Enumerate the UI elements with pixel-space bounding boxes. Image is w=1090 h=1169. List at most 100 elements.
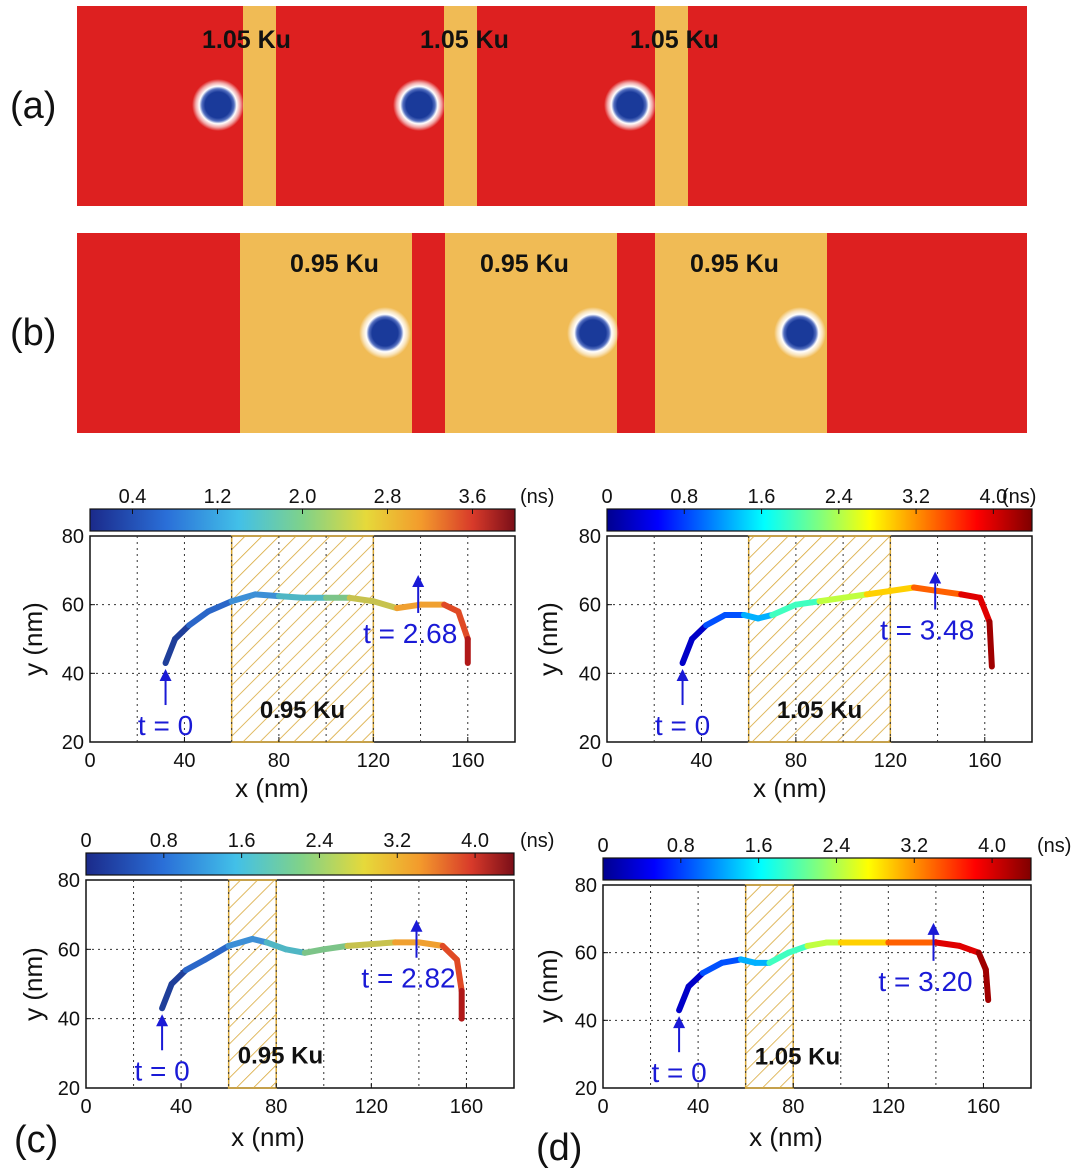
colorbar-tick-label: 1.6 (228, 830, 256, 852)
x-tick-label: 120 (357, 750, 390, 772)
y-axis-title: y (nm) (533, 602, 563, 676)
y-tick-label: 20 (575, 1078, 597, 1100)
trajectory-plot-top-right: 0 0.8 1.6 2.4 3.2 4.0(ns)0 40 80 120 16020406080x… (533, 486, 1036, 803)
arrow-end-head (927, 922, 940, 935)
colorbar-tick-label: 3.2 (902, 486, 930, 508)
annotation-start: t = 0 (655, 710, 710, 741)
y-tick-label: 20 (62, 732, 84, 754)
strip-a-skyrmion-2 (393, 79, 445, 131)
x-axis-title: x (nm) (753, 773, 827, 803)
annotation-end: t = 3.48 (880, 615, 974, 646)
trajectory-segment (685, 969, 706, 990)
x-tick-label: 120 (874, 750, 907, 772)
strip-b-label-2: 0.95 Ku (480, 250, 569, 278)
y-tick-label: 60 (575, 943, 597, 965)
region-label: 0.95 Ku (238, 1043, 323, 1070)
anisotropy-region (744, 884, 794, 1089)
trajectory-segment (455, 608, 471, 642)
trajectory-segment (162, 636, 178, 667)
x-tick-label: 0 (601, 750, 612, 772)
trajectory-segment (699, 959, 725, 976)
y-tick-label: 60 (62, 595, 84, 617)
colorbar-tick-label: 2.4 (306, 830, 334, 852)
strip-b-skyrmion-1 (359, 307, 411, 359)
annotation-end: t = 3.20 (878, 966, 972, 997)
trajectory-segment (689, 622, 710, 642)
anisotropy-region (747, 535, 892, 743)
y-tick-label: 80 (575, 875, 597, 897)
trajectory-plot-panel-c: 0 0.8 1.6 2.4 3.2 4.0 (ns) 0 40 80 120 160 20 40 60 80 x… (18, 830, 554, 1152)
x-tick-label: 160 (967, 1096, 1000, 1118)
trajectory-segment (225, 935, 256, 949)
trajectory-segment (263, 939, 289, 953)
panel-label-c: (c) (14, 1119, 58, 1161)
strip-a-label-3: 1.05 Ku (630, 26, 719, 54)
arrow-start-head (159, 669, 172, 682)
colorbar-tick-label: 1.6 (745, 835, 773, 857)
colorbar-tick-label: 0.8 (667, 835, 695, 857)
trajectory-segment (932, 939, 963, 949)
trajectory-segment (393, 601, 424, 612)
trajectory-segment (863, 587, 894, 598)
x-tick-label: 160 (968, 750, 1001, 772)
trajectory-segment (977, 594, 993, 625)
strip-a-region-1 (243, 6, 276, 206)
colorbar-tick-label: 3.6 (459, 486, 487, 508)
trajectory-segment (320, 942, 351, 953)
region-label: 1.05 Ku (777, 697, 862, 724)
strip-a-skyrmion-3 (604, 79, 656, 131)
x-tick-label: 80 (782, 1096, 804, 1118)
panel-label-b: (b) (10, 312, 56, 354)
colorbar-tick-label: 2.4 (825, 486, 853, 508)
trajectory-segment (766, 949, 792, 966)
y-tick-label: 80 (579, 526, 601, 548)
trajectory-segment (201, 942, 232, 963)
y-tick-label: 20 (58, 1078, 80, 1100)
trajectory-segment (792, 598, 823, 608)
colorbar-tick-label: 0.8 (150, 830, 178, 852)
strip-b-skyrmion-3 (774, 307, 826, 359)
x-axis-title: x (nm) (749, 1122, 823, 1152)
arrow-end-head (412, 574, 425, 587)
colorbar-tick-label: 2.0 (289, 486, 317, 508)
x-axis-title: x (nm) (231, 1122, 305, 1152)
trajectory-plot-top-left: 0.4 1.2 2.0 2.8 3.6 (ns)0 40 80 120 16020406080x … (18, 486, 554, 803)
trajectory-segment (439, 942, 460, 963)
y-tick-label: 80 (62, 526, 84, 548)
trajectory-segment (804, 939, 830, 949)
x-tick-label: 120 (872, 1096, 905, 1118)
x-tick-label: 160 (451, 750, 484, 772)
strip-b: 0.95 Ku 0.95 Ku 0.95 Ku (77, 233, 1027, 433)
colorbar-tick-label: 0 (597, 835, 608, 857)
strip-a-label-1: 1.05 Ku (202, 26, 291, 54)
y-tick-label: 40 (58, 1009, 80, 1031)
plot-axes-frame (602, 884, 1032, 1089)
colorbar (85, 852, 515, 876)
annotation-end: t = 2.68 (363, 618, 457, 649)
x-tick-label: 0 (80, 1096, 91, 1118)
y-tick-label: 20 (579, 732, 601, 754)
y-tick-label: 40 (579, 663, 601, 685)
trajectory-segment (887, 584, 917, 594)
trajectory-segment (186, 608, 212, 629)
trajectory-segment (252, 591, 282, 600)
strip-a-label-2: 1.05 Ku (420, 26, 509, 54)
trajectory-segment (676, 983, 692, 1014)
trajectory-segment (168, 967, 189, 987)
x-tick-label: 40 (687, 1096, 709, 1118)
colorbar-tick-label: 0.4 (119, 486, 147, 508)
colorbar-tick-label: 3.2 (900, 835, 928, 857)
trajectory-segment (182, 956, 208, 974)
trajectory-segment (453, 956, 465, 994)
colorbar-tick-label: 1.6 (748, 486, 776, 508)
trajectory-segment (910, 584, 941, 594)
anisotropy-region (227, 879, 277, 1089)
x-tick-label: 120 (355, 1096, 388, 1118)
strip-a-region-2 (444, 6, 477, 206)
trajectory-segment (368, 939, 399, 948)
trajectory-segment (785, 942, 811, 956)
colorbar-tick-label: 4.0 (979, 486, 1007, 508)
annotation-start: t = 0 (138, 710, 193, 741)
colorbar-unit: (ns) (520, 830, 554, 852)
